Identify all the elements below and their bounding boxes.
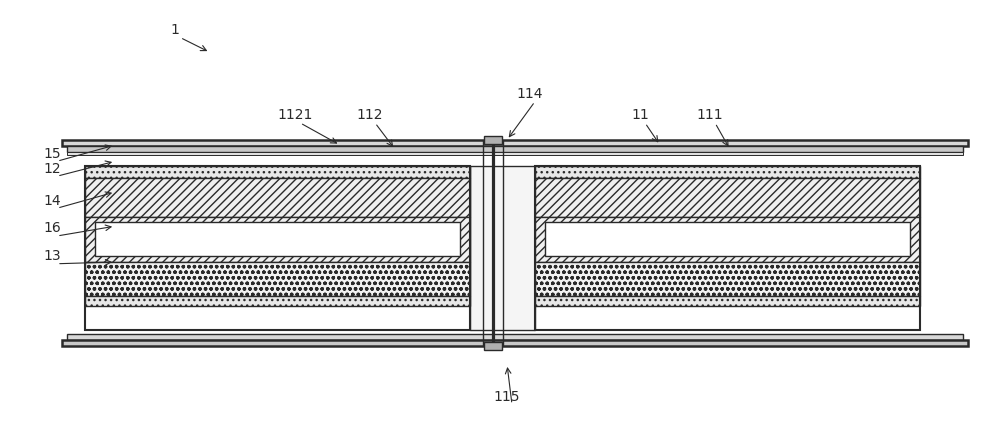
Bar — [535, 262, 920, 296]
Text: 12: 12 — [43, 161, 61, 175]
Text: 114: 114 — [517, 87, 543, 101]
Bar — [85, 217, 470, 262]
Bar — [535, 217, 920, 262]
Bar — [535, 179, 920, 217]
Text: 115: 115 — [494, 389, 520, 403]
Text: 1121: 1121 — [277, 108, 313, 122]
Bar — [62, 141, 968, 147]
Bar — [484, 342, 502, 351]
Bar — [470, 166, 535, 330]
Bar — [545, 222, 910, 257]
Text: 16: 16 — [43, 221, 61, 235]
Bar — [67, 334, 963, 340]
Text: 1: 1 — [171, 23, 179, 37]
Text: 15: 15 — [43, 147, 61, 160]
Bar — [535, 296, 920, 307]
Bar — [95, 222, 460, 257]
Bar — [85, 262, 470, 296]
Text: 112: 112 — [357, 108, 383, 122]
Bar — [85, 166, 470, 179]
Bar — [67, 147, 963, 153]
Text: 14: 14 — [43, 193, 61, 207]
Bar — [67, 153, 963, 155]
Bar — [484, 136, 502, 145]
Bar — [85, 179, 470, 217]
Text: 11: 11 — [631, 108, 649, 122]
Bar — [85, 296, 470, 307]
Text: 111: 111 — [697, 108, 723, 122]
Bar — [535, 166, 920, 330]
Text: 13: 13 — [43, 249, 61, 262]
Bar — [535, 166, 920, 179]
Bar — [85, 166, 470, 330]
Bar — [62, 340, 968, 346]
